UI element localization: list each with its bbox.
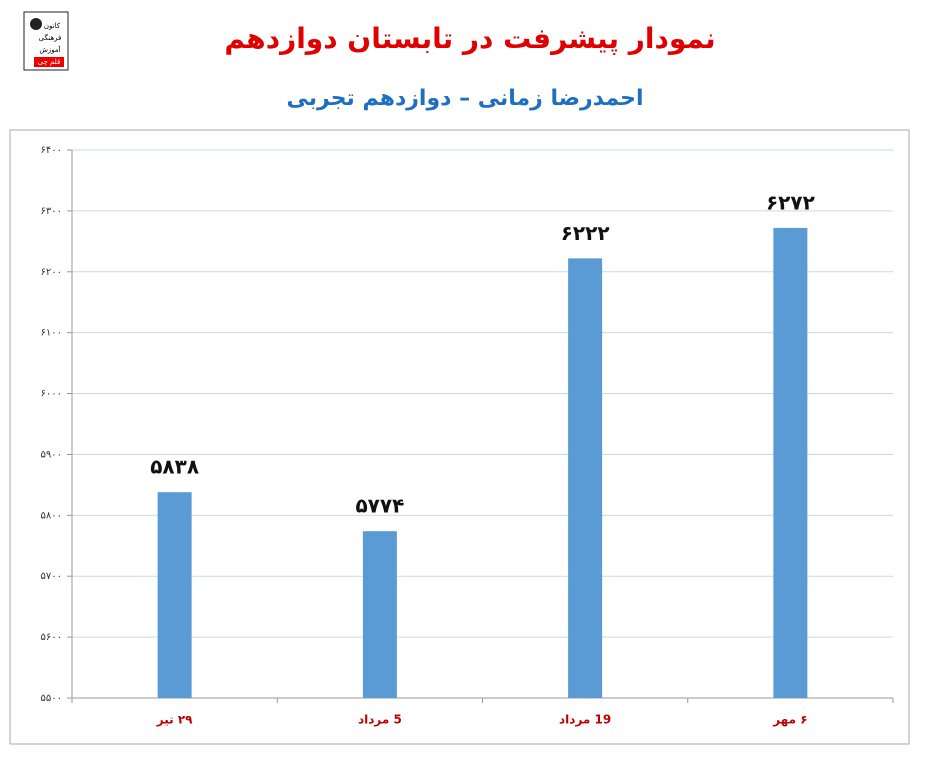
logo-text: قلم چی — [38, 58, 61, 66]
chart-subtitle: احمدرضا زمانی – دوازدهم تجربی — [286, 86, 643, 111]
x-tick-label: 19 مرداد — [559, 713, 611, 727]
logo-icon — [30, 18, 42, 30]
bar — [157, 492, 192, 698]
y-tick-label: ۶۲۰۰ — [41, 267, 62, 278]
y-tick-label: ۵۸۰۰ — [41, 510, 62, 521]
x-tick-label: 5 مرداد — [358, 713, 402, 727]
plot-frame — [9, 129, 910, 745]
bar — [773, 227, 808, 698]
x-tick-label: ۶ مهر — [772, 713, 807, 727]
logo: کانون فرهنگی آموزش قلم چی — [23, 11, 69, 71]
logo-text: آموزش — [39, 45, 61, 54]
bar — [568, 258, 603, 698]
bar — [362, 531, 397, 698]
chart-title: نمودار پیشرفت در تابستان دوازدهم — [224, 22, 715, 55]
y-tick-label: ۵۷۰۰ — [41, 571, 62, 582]
data-label: ۶۲۷۲ — [766, 190, 815, 214]
data-label: ۵۷۷۴ — [355, 494, 404, 518]
logo-text: کانون — [44, 22, 61, 30]
y-tick-label: ۶۳۰۰ — [41, 206, 62, 217]
data-label: ۶۲۲۲ — [561, 221, 610, 245]
data-label: ۵۸۳۸ — [150, 455, 199, 479]
x-tick-label: ۲۹ تیر — [156, 713, 193, 727]
logo-band — [34, 57, 64, 67]
y-tick-label: ۵۹۰۰ — [41, 449, 62, 460]
y-tick-label: ۶۱۰۰ — [41, 328, 62, 339]
y-tick-label: ۶۴۰۰ — [41, 145, 62, 156]
y-tick-label: ۵۶۰۰ — [41, 632, 62, 643]
y-tick-label: ۶۰۰۰ — [41, 389, 62, 400]
y-tick-label: ۵۵۰۰ — [41, 693, 62, 704]
logo-text: فرهنگی — [39, 33, 62, 42]
